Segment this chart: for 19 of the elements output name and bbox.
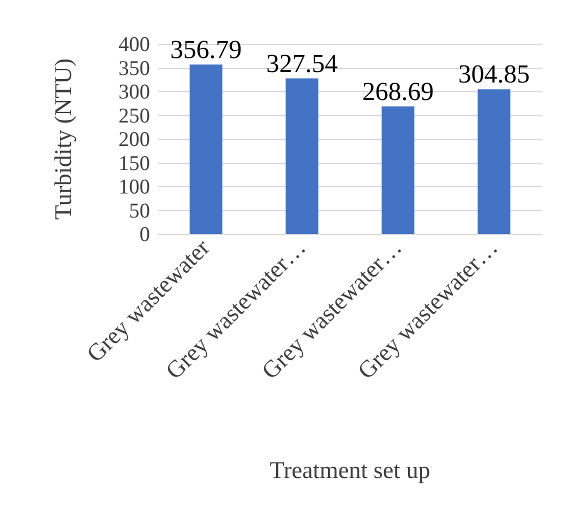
y-tick-label: 300	[118, 80, 150, 104]
bar	[382, 106, 414, 234]
bar	[190, 64, 222, 234]
y-tick-label: 0	[140, 222, 150, 246]
y-axis-title: Turbidity (NTU)	[51, 58, 77, 220]
data-label: 304.85	[458, 60, 530, 89]
y-tick-label: 250	[118, 103, 150, 128]
bar	[286, 78, 318, 234]
y-tick-label: 50	[129, 198, 150, 222]
bar	[478, 89, 510, 234]
data-label: 327.54	[266, 48, 338, 78]
data-label: 268.69	[362, 76, 434, 106]
y-tick-label: 100	[118, 174, 150, 198]
data-label: 356.79	[170, 35, 242, 64]
y-tick-label: 200	[118, 127, 150, 151]
y-tick-label: 150	[118, 150, 150, 175]
y-tick-label: 350	[118, 56, 150, 80]
y-tick-label: 400	[118, 32, 150, 56]
x-axis-title: Treatment set up	[270, 458, 430, 484]
